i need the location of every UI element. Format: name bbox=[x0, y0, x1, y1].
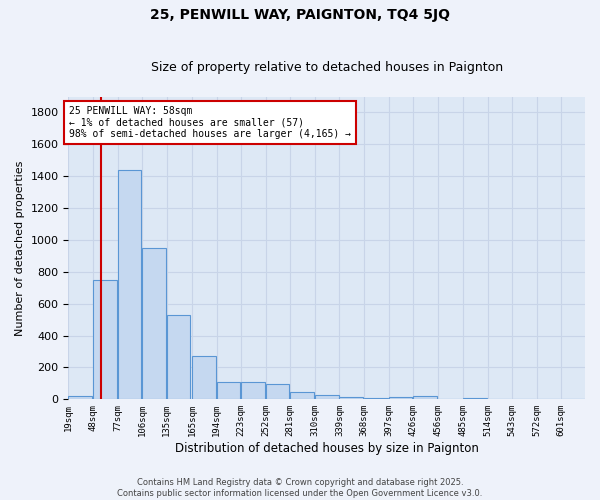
Text: 25, PENWILL WAY, PAIGNTON, TQ4 5JQ: 25, PENWILL WAY, PAIGNTON, TQ4 5JQ bbox=[150, 8, 450, 22]
Bar bbox=[217, 382, 241, 400]
Bar bbox=[340, 397, 363, 400]
Bar bbox=[192, 356, 216, 400]
Bar bbox=[512, 398, 536, 400]
Bar bbox=[364, 398, 388, 400]
Bar bbox=[439, 398, 462, 400]
Bar bbox=[488, 398, 511, 400]
Bar bbox=[118, 170, 141, 400]
Bar bbox=[68, 396, 92, 400]
Y-axis label: Number of detached properties: Number of detached properties bbox=[15, 160, 25, 336]
Bar bbox=[315, 396, 338, 400]
Bar bbox=[93, 280, 116, 400]
Bar bbox=[413, 396, 437, 400]
Bar bbox=[142, 248, 166, 400]
Bar bbox=[389, 397, 412, 400]
Bar bbox=[537, 398, 560, 400]
Title: Size of property relative to detached houses in Paignton: Size of property relative to detached ho… bbox=[151, 62, 503, 74]
Text: Contains HM Land Registry data © Crown copyright and database right 2025.
Contai: Contains HM Land Registry data © Crown c… bbox=[118, 478, 482, 498]
Bar bbox=[290, 392, 314, 400]
X-axis label: Distribution of detached houses by size in Paignton: Distribution of detached houses by size … bbox=[175, 442, 479, 455]
Bar bbox=[167, 315, 190, 400]
Bar bbox=[561, 398, 585, 400]
Text: 25 PENWILL WAY: 58sqm
← 1% of detached houses are smaller (57)
98% of semi-detac: 25 PENWILL WAY: 58sqm ← 1% of detached h… bbox=[69, 106, 351, 140]
Bar bbox=[463, 398, 487, 400]
Bar bbox=[266, 384, 289, 400]
Bar bbox=[241, 382, 265, 400]
